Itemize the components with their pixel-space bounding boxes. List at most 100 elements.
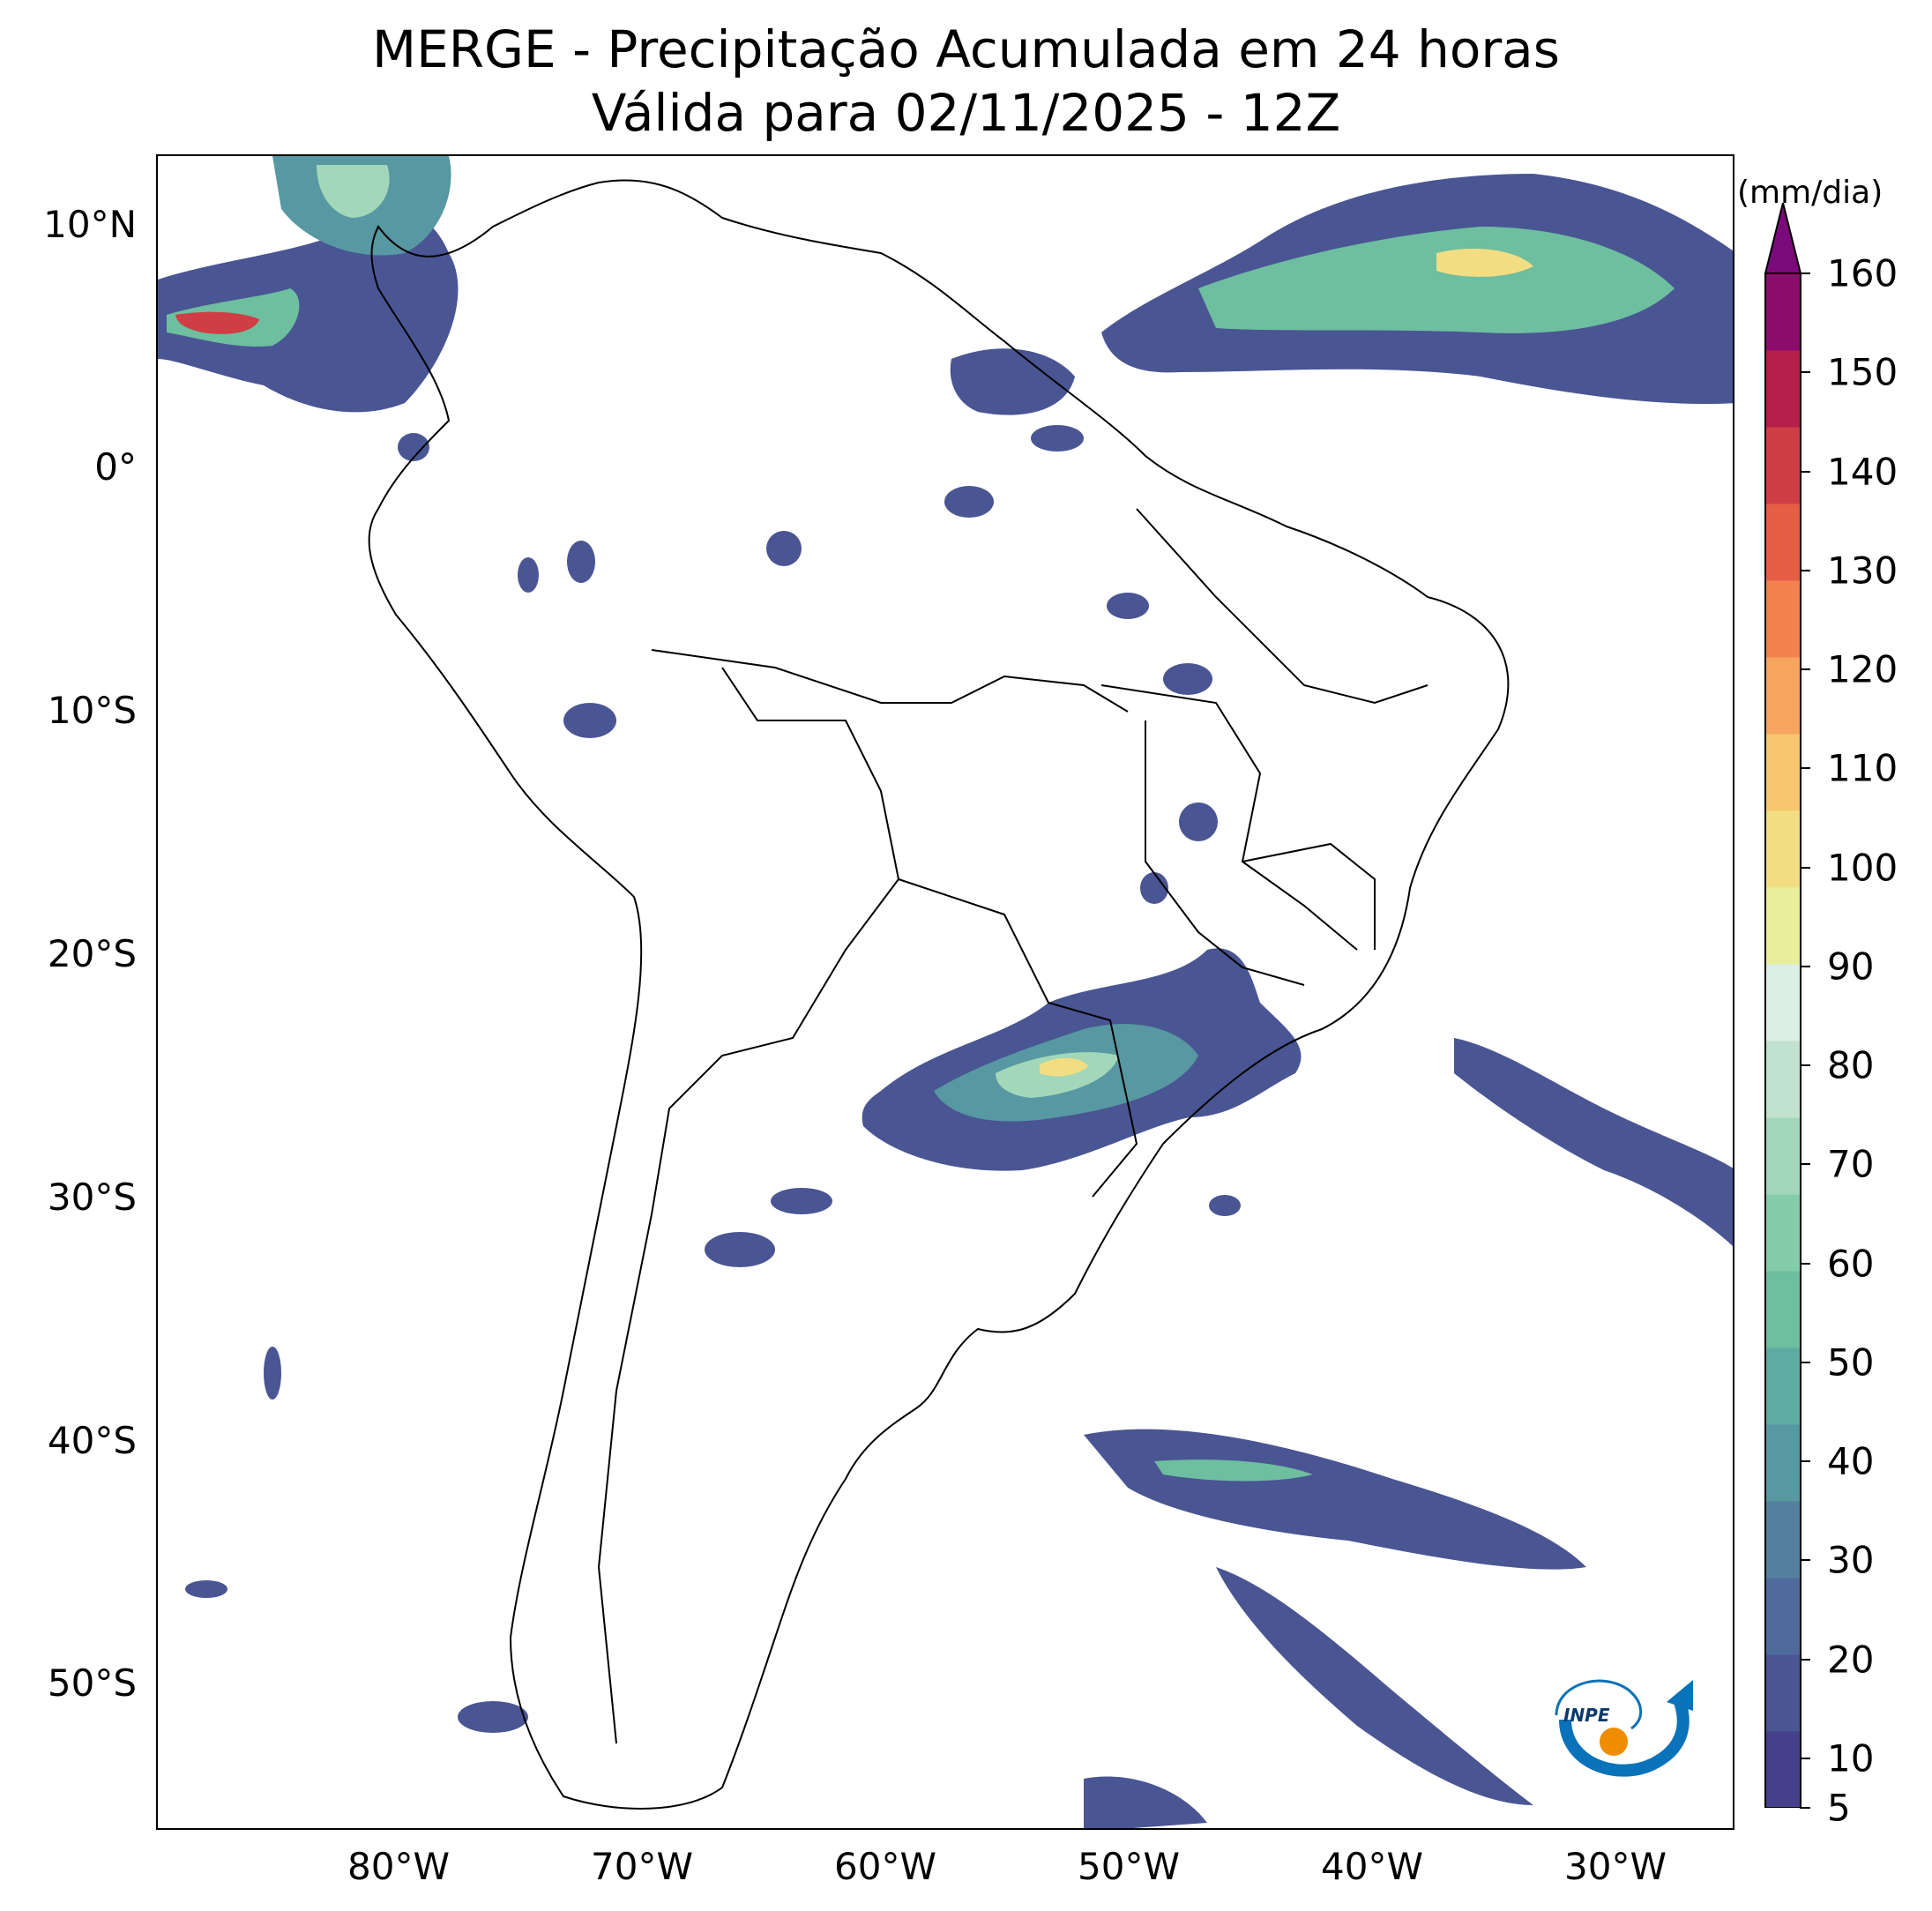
- logo-swoosh-icon: [1559, 1699, 1690, 1777]
- lat-label-10s: 10°S: [47, 689, 137, 732]
- colorbar-tick-mark: [1800, 1460, 1810, 1463]
- lat-label-30s: 30°S: [47, 1176, 137, 1219]
- colorbar-segment: [1765, 1347, 1801, 1425]
- colorbar: [1764, 203, 1802, 1808]
- colorbar-segment: [1765, 1424, 1801, 1502]
- colorbar-segment: [1765, 1654, 1801, 1732]
- colorbar-tick-label: 80: [1827, 1043, 1875, 1087]
- colorbar-tick-mark: [1800, 965, 1810, 967]
- lon-label-50w: 50°W: [1078, 1845, 1180, 1888]
- colorbar-segment: [1765, 1194, 1801, 1272]
- colorbar-segment: [1765, 580, 1801, 658]
- colorbar-segment: [1765, 887, 1801, 965]
- precip-cell: [1140, 872, 1168, 904]
- colorbar-tick-label: 140: [1827, 450, 1898, 494]
- colorbar-tick-mark: [1800, 1064, 1810, 1067]
- precip-cell: [766, 531, 802, 566]
- precip-cell: [398, 433, 429, 461]
- precip-area-itcz-peak: [1436, 249, 1533, 277]
- precip-area-south-atlantic-core: [1154, 1459, 1313, 1482]
- precip-area-guianas: [950, 348, 1075, 415]
- south-america-coastline: [368, 179, 1510, 1810]
- lat-label-10n: 10°N: [43, 203, 137, 246]
- coastline-borders: [368, 179, 1510, 1810]
- precip-cell: [563, 703, 616, 738]
- colorbar-tick-label: 50: [1827, 1340, 1875, 1385]
- precip-area-south-tip: [1084, 1776, 1207, 1828]
- lon-label-60w: 60°W: [834, 1845, 936, 1888]
- inpe-logo: INPE: [1555, 1679, 1693, 1777]
- colorbar-tick-label: 110: [1827, 746, 1898, 790]
- precip-area-south-brazil-peak: [1040, 1057, 1088, 1077]
- country-border: [898, 878, 1138, 1198]
- precip-area-pacific: [158, 211, 459, 413]
- country-border: [597, 667, 900, 1744]
- precip-cell: [1209, 1195, 1241, 1216]
- colorbar-tick-label: 5: [1827, 1786, 1851, 1830]
- lon-label-80w: 80°W: [347, 1845, 450, 1888]
- colorbar-frame: [1764, 272, 1801, 1808]
- colorbar-segment: [1765, 657, 1801, 735]
- state-border: [1242, 842, 1376, 950]
- colorbar-tick-mark: [1800, 1658, 1810, 1661]
- lat-label-50s: 50°S: [47, 1661, 137, 1705]
- colorbar-segment: [1765, 350, 1801, 428]
- precip-cell: [1179, 802, 1218, 841]
- precip-area-atlantic-band: [1454, 1038, 1733, 1247]
- colorbar-tick-mark: [1800, 569, 1810, 571]
- precip-area-panama-core: [317, 165, 390, 218]
- map-panel: [156, 154, 1734, 1830]
- lat-label-20s: 20°S: [47, 932, 137, 975]
- colorbar-tick-mark: [1800, 866, 1810, 869]
- lon-label-70w: 70°W: [591, 1845, 693, 1888]
- lat-label-40s: 40°S: [47, 1419, 137, 1462]
- state-border: [1100, 684, 1358, 951]
- precip-cell: [458, 1701, 528, 1733]
- colorbar-tick-label: 160: [1827, 251, 1898, 295]
- colorbar-tick-label: 70: [1827, 1142, 1875, 1186]
- colorbar-tick-label: 130: [1827, 549, 1898, 593]
- precip-cell: [1031, 425, 1084, 452]
- colorbar-segment: [1765, 273, 1801, 351]
- colorbar-tick-label: 150: [1827, 350, 1898, 394]
- precip-area-south-atlantic-tail: [1216, 1567, 1533, 1805]
- colorbar-units: (mm/dia): [1737, 175, 1884, 211]
- precip-cell: [518, 557, 539, 593]
- logo-arrow-icon: [1667, 1680, 1693, 1711]
- logo-dot-icon: [1600, 1728, 1628, 1756]
- colorbar-segment: [1765, 1041, 1801, 1118]
- colorbar-tick-label: 100: [1827, 846, 1898, 890]
- colorbar-extend-arrow: [1764, 203, 1802, 274]
- lon-label-40w: 40°W: [1321, 1845, 1423, 1888]
- precip-cell: [264, 1347, 281, 1400]
- colorbar-tick-mark: [1800, 470, 1810, 473]
- precip-cell: [944, 486, 994, 518]
- precipitation-map: [158, 156, 1733, 1828]
- colorbar-tick-mark: [1800, 1163, 1810, 1166]
- colorbar-tick-mark: [1800, 668, 1810, 671]
- precip-area-south-atlantic: [1084, 1429, 1586, 1570]
- colorbar-segment: [1765, 810, 1801, 888]
- colorbar-segment: [1765, 1271, 1801, 1348]
- colorbar-tick-mark: [1800, 1757, 1810, 1759]
- colorbar-tick-mark: [1800, 371, 1810, 374]
- colorbar-tick-label: 40: [1827, 1439, 1875, 1483]
- precip-cell: [705, 1232, 775, 1267]
- colorbar-tick-label: 20: [1827, 1638, 1875, 1682]
- logo-text: INPE: [1563, 1705, 1610, 1726]
- colorbar-tick-label: 120: [1827, 647, 1898, 691]
- colorbar-segment: [1765, 1117, 1801, 1195]
- colorbar-tick-mark: [1800, 272, 1810, 274]
- precip-cell: [1107, 593, 1149, 619]
- state-border: [1145, 720, 1305, 986]
- country-border: [1136, 508, 1428, 705]
- precip-cell: [185, 1580, 228, 1598]
- lon-label-30w: 30°W: [1564, 1845, 1667, 1888]
- colorbar-tick-mark: [1800, 1559, 1810, 1562]
- lat-label-0: 0°: [94, 445, 137, 489]
- colorbar-segment: [1765, 427, 1801, 504]
- colorbar-tick-mark: [1800, 1361, 1810, 1363]
- precip-area-itcz-core: [1198, 227, 1675, 333]
- map-subtitle: Válida para 02/11/2025 - 12Z: [591, 83, 1341, 143]
- logo-orbit-icon: [1555, 1679, 1643, 1730]
